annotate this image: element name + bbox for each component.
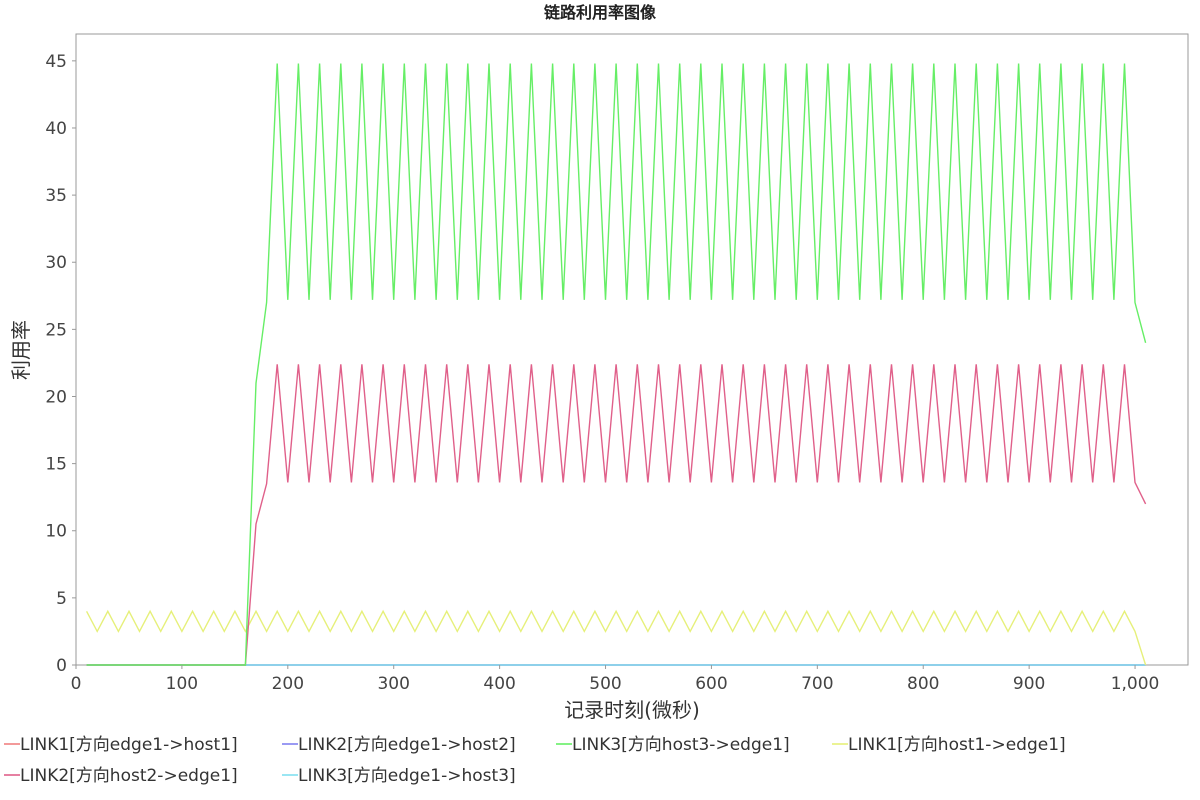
y-axis-title: 利用率	[9, 320, 33, 380]
x-tick-label: 700	[801, 674, 833, 694]
series-lines	[85, 63, 1147, 666]
series-line-4	[85, 609, 1147, 666]
x-tick-label: 800	[907, 674, 939, 694]
x-tick-label: 900	[1013, 674, 1045, 694]
y-tick-label: 20	[45, 387, 67, 407]
y-tick-label: 15	[45, 455, 67, 475]
y-tick-label: 5	[56, 589, 67, 609]
chart-title: 链路利用率图像	[544, 3, 657, 22]
y-tick-label: 10	[45, 522, 67, 542]
legend-item-label: LINK3[方向host3->edge1]	[572, 735, 790, 755]
x-axis-title: 记录时刻(微秒)	[564, 698, 700, 722]
x-tick-label: 600	[695, 674, 727, 694]
y-tick-label: 30	[45, 253, 67, 273]
x-tick-label: 300	[377, 674, 409, 694]
legend: LINK1[方向edge1->host1] LINK2[方向edge1->host…	[4, 735, 1066, 786]
y-tick-label: 0	[56, 656, 67, 676]
legend-item-label: LINK3[方向edge1->host3]	[298, 766, 516, 786]
y-tick-label: 25	[45, 320, 67, 340]
y-tick-label: 40	[45, 119, 67, 139]
x-axis-ticks: 0 100 200 300 400 500 600 700 800 900 1,000	[71, 665, 1160, 694]
plot-border	[75, 33, 1189, 666]
x-tick-label: 500	[589, 674, 621, 694]
x-tick-label: 400	[483, 674, 515, 694]
x-tick-label: 100	[166, 674, 198, 694]
series-line-5	[86, 364, 1147, 666]
legend-item-label: LINK1[方向host1->edge1]	[848, 735, 1066, 755]
y-tick-label: 45	[45, 52, 67, 72]
legend-item-label: LINK1[方向edge1->host1]	[20, 735, 238, 755]
series-line-3	[86, 63, 1147, 666]
legend-item-label: LINK2[方向host2->edge1]	[20, 766, 238, 786]
x-tick-label: 1,000	[1111, 674, 1160, 694]
y-axis-ticks: 0 5 10 15 20 25 30 35 40 45	[45, 52, 76, 676]
legend-item-label: LINK2[方向edge1->host2]	[298, 735, 516, 755]
plot-area	[75, 33, 1189, 666]
x-tick-label: 200	[272, 674, 304, 694]
y-tick-label: 35	[45, 186, 67, 206]
x-tick-label: 0	[71, 674, 82, 694]
